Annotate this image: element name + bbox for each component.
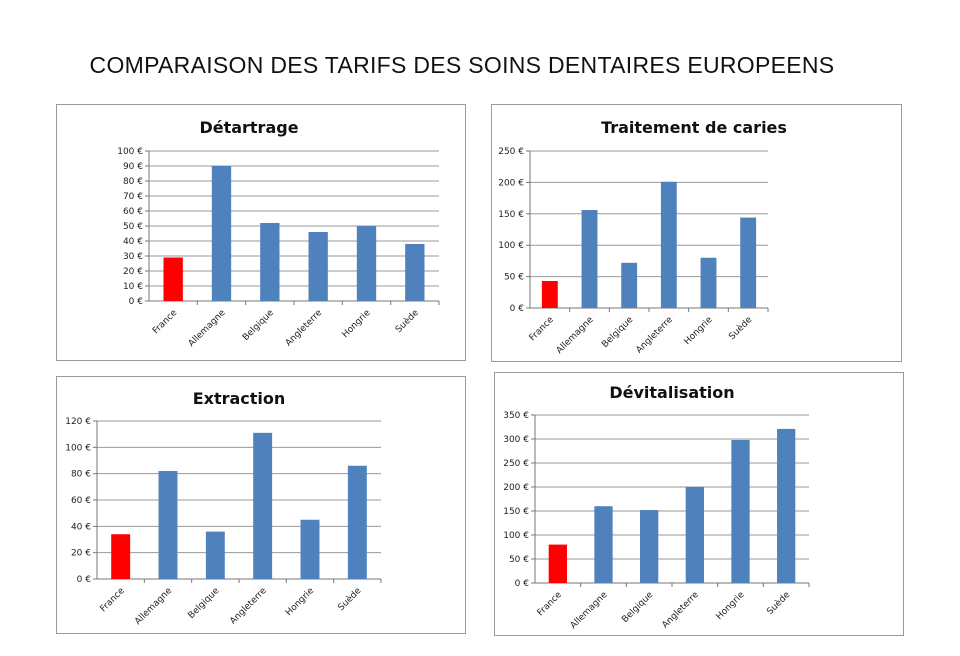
y-tick-label: 30 € bbox=[123, 252, 143, 262]
bar-suede bbox=[740, 217, 757, 308]
y-tick-label: 40 € bbox=[123, 237, 143, 247]
chart-svg-detartrage: Détartrage 0 € 10 € 20 € 30 € 40 € 50 € 60 € 70 … bbox=[117, 118, 440, 349]
chart-panel-detartrage: Détartrage 0 € 10 € 20 € 30 € 40 € 50 € 60 € 70 … bbox=[56, 104, 466, 361]
y-tick-label: 10 € bbox=[123, 282, 143, 292]
y-tick-label: 100 € bbox=[117, 147, 143, 157]
chart-svg-traitement-de-caries: Traitement de caries 0 € 50 € 100 € 150 € 200… bbox=[498, 118, 787, 356]
chart-svg-extraction: Extraction 0 € 20 € 40 € 60 € 80 € 100 € 120 € F… bbox=[65, 389, 382, 627]
bar-belgique bbox=[260, 223, 280, 301]
bar-france bbox=[111, 534, 131, 579]
y-tick-label: 0 € bbox=[77, 575, 92, 585]
chart-title: Traitement de caries bbox=[601, 118, 787, 137]
x-tick-label: Suède bbox=[765, 589, 793, 617]
y-tick-label: 0 € bbox=[515, 579, 530, 589]
y-tick-label: 20 € bbox=[71, 549, 91, 559]
chart-title: Extraction bbox=[193, 389, 286, 408]
x-tick-label: Belgique bbox=[241, 308, 276, 343]
y-tick-label: 0 € bbox=[129, 297, 144, 307]
y-tick-label: 60 € bbox=[71, 496, 91, 506]
x-tick-label: Suède bbox=[336, 585, 364, 613]
chart-panel-extraction: Extraction 0 € 20 € 40 € 60 € 80 € 100 € 120 € F… bbox=[56, 376, 466, 634]
bar-belgique bbox=[205, 531, 225, 579]
y-tick-label: 100 € bbox=[498, 241, 524, 251]
x-tick-label: France bbox=[151, 308, 180, 337]
bar-allemagne bbox=[594, 506, 613, 583]
bar-angleterre bbox=[253, 432, 273, 579]
y-tick-label: 100 € bbox=[503, 531, 529, 541]
bar-allemagne bbox=[211, 166, 232, 301]
chart-title: Détartrage bbox=[199, 118, 298, 137]
page-title: COMPARAISON DES TARIFS DES SOINS DENTAIR… bbox=[89, 52, 835, 78]
bar-suede bbox=[347, 465, 367, 579]
x-tick-label: Angleterre bbox=[660, 590, 701, 631]
y-tick-label: 200 € bbox=[498, 178, 524, 188]
y-tick-label: 70 € bbox=[123, 192, 143, 202]
bar-suede bbox=[405, 244, 425, 301]
bar-france bbox=[541, 280, 558, 308]
x-tick-label: Belgique bbox=[620, 590, 655, 625]
y-tick-label: 200 € bbox=[503, 483, 529, 493]
x-tick-label: Angleterre bbox=[228, 586, 269, 627]
bar-belgique bbox=[640, 510, 659, 583]
y-tick-label: 100 € bbox=[65, 443, 91, 453]
x-tick-label: France bbox=[99, 586, 128, 615]
x-tick-label: France bbox=[536, 590, 565, 619]
bar-hongrie bbox=[300, 519, 320, 579]
y-tick-label: 20 € bbox=[123, 267, 143, 277]
x-tick-label: Allemagne bbox=[133, 586, 174, 627]
x-tick-label: Suède bbox=[393, 307, 421, 335]
x-tick-label: Belgique bbox=[187, 586, 222, 621]
chart-panel-devitalisation: Dévitalisation 0 € 50 € 100 € 150 € 200 € 250 … bbox=[494, 372, 904, 636]
x-tick-label: Hongrie bbox=[284, 586, 316, 618]
bar-france bbox=[163, 257, 183, 301]
x-tick-label: Allemagne bbox=[569, 590, 610, 631]
bar-hongrie bbox=[700, 257, 717, 308]
y-tick-label: 60 € bbox=[123, 207, 143, 217]
bar-angleterre bbox=[685, 487, 704, 583]
y-tick-label: 50 € bbox=[509, 555, 529, 565]
y-tick-label: 350 € bbox=[503, 411, 529, 421]
bar-allemagne bbox=[581, 210, 598, 308]
y-tick-label: 120 € bbox=[65, 417, 91, 427]
x-tick-label: Belgique bbox=[600, 315, 635, 350]
x-tick-label: Hongrie bbox=[714, 590, 746, 622]
bar-angleterre bbox=[308, 232, 328, 301]
bar-belgique bbox=[621, 262, 638, 308]
x-tick-label: Suède bbox=[727, 314, 755, 342]
x-tick-label: Allemagne bbox=[555, 315, 596, 356]
y-tick-label: 80 € bbox=[123, 177, 143, 187]
y-tick-label: 250 € bbox=[498, 147, 524, 157]
chart-title: Dévitalisation bbox=[609, 383, 734, 402]
y-tick-label: 50 € bbox=[123, 222, 143, 232]
chart-svg-devitalisation: Dévitalisation 0 € 50 € 100 € 150 € 200 € 250 … bbox=[503, 383, 810, 631]
y-tick-label: 150 € bbox=[503, 507, 529, 517]
y-tick-label: 50 € bbox=[504, 273, 524, 283]
x-tick-label: Allemagne bbox=[187, 308, 228, 349]
x-tick-label: Hongrie bbox=[682, 315, 714, 347]
bar-angleterre bbox=[660, 181, 677, 308]
x-tick-label: Angleterre bbox=[634, 315, 675, 356]
y-tick-label: 150 € bbox=[498, 210, 524, 220]
y-tick-label: 0 € bbox=[510, 304, 525, 314]
y-tick-label: 250 € bbox=[503, 459, 529, 469]
x-tick-label: Hongrie bbox=[340, 308, 372, 340]
y-tick-label: 300 € bbox=[503, 435, 529, 445]
chart-panel-traitement-de-caries: Traitement de caries 0 € 50 € 100 € 150 € 200… bbox=[491, 104, 902, 362]
bar-hongrie bbox=[356, 226, 377, 301]
x-tick-label: France bbox=[528, 315, 557, 344]
bar-hongrie bbox=[731, 439, 750, 583]
y-tick-label: 80 € bbox=[71, 470, 91, 480]
x-tick-label: Angleterre bbox=[284, 308, 325, 349]
bar-suede bbox=[777, 428, 796, 583]
bar-france bbox=[548, 544, 567, 583]
bar-allemagne bbox=[158, 471, 178, 579]
y-tick-label: 90 € bbox=[123, 162, 143, 172]
y-tick-label: 40 € bbox=[71, 522, 91, 532]
